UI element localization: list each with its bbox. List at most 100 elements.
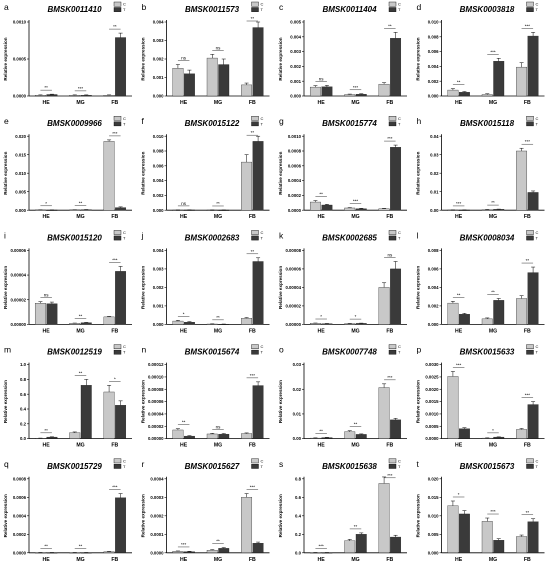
bar-T-HE (321, 437, 333, 439)
y-tick-label: 0.02 (430, 171, 439, 176)
y-tick-label: 0.0004 (150, 476, 164, 481)
chart-title: BMSK0011404 (322, 5, 377, 14)
x-tick-label: MG (214, 100, 222, 106)
x-tick-label: MG (76, 557, 84, 563)
significance-label: ** (79, 201, 83, 206)
y-tick-label: 0.000 (428, 94, 439, 99)
bar-C-HE (447, 89, 459, 97)
chart-title: BMSK0011410 (47, 5, 102, 14)
chart-panel-r: r BMSK0015627 Relative expression 0.0000 0.0… (141, 458, 270, 563)
y-tick-label: 0.003 (153, 38, 164, 43)
y-axis-label: Relative expression (278, 151, 283, 194)
legend-label-T: T (536, 121, 539, 126)
y-tick-label: 0.0002 (150, 513, 164, 518)
legend-label-C: C (261, 116, 264, 121)
legend-label-T: T (261, 7, 264, 12)
legend-label-T: T (536, 236, 539, 241)
bar-T-FB (527, 521, 539, 553)
panel-label: g (279, 116, 284, 126)
y-tick-label: 0.010 (153, 134, 164, 139)
bar-T-HE (458, 92, 470, 97)
chart-title: BMSK0012519 (47, 348, 102, 357)
x-tick-label: MG (214, 328, 222, 334)
bar-C-FB (241, 161, 253, 211)
legend-label-C: C (123, 2, 126, 7)
significance-label: *** (112, 257, 118, 262)
panel-label: r (142, 459, 145, 469)
legend-label-C: C (261, 230, 264, 235)
x-tick-label: FB (111, 214, 118, 220)
bar-C-FB (378, 387, 390, 439)
chart-panel-q: q BMSK0015729 Relative expression 0.0000 0.0… (3, 458, 132, 563)
significance-label: ** (182, 420, 186, 425)
bar-T-FB (252, 141, 264, 211)
chart-panel-a: a BMSK0011410 Relative expression 0.0000 0.0… (3, 2, 132, 106)
y-tick-label: 0.004 (428, 64, 439, 69)
y-tick-label: 0.00004 (10, 273, 26, 278)
y-tick-label: 0.0005 (425, 424, 439, 429)
y-tick-label: 0.003 (290, 49, 301, 54)
legend-label-C: C (123, 458, 126, 463)
legend-swatch-T (251, 7, 259, 12)
significance-label: ** (457, 80, 461, 85)
x-tick-label: HE (318, 214, 326, 220)
y-tick-label: 0.001 (153, 304, 164, 309)
bar-T-MG (218, 64, 230, 97)
bar-T-MG (218, 433, 230, 439)
y-tick-label: 0.00 (293, 436, 302, 441)
y-tick-label: 0.0002 (13, 532, 27, 537)
x-tick-label: FB (524, 557, 531, 563)
y-tick-label: 0.008 (428, 34, 439, 39)
x-tick-label: MG (351, 328, 359, 334)
y-tick-label: 0.020 (15, 134, 26, 139)
x-tick-label: FB (111, 328, 118, 334)
y-tick-label: 0.005 (15, 189, 26, 194)
significance-label: ** (526, 258, 530, 263)
chart-panel-l: l BMSK0008034 Relative expression 0.000 0.00… (416, 230, 545, 334)
legend-swatch-T (526, 121, 534, 127)
y-tick-label: 0.01 (430, 189, 439, 194)
chart-title: BMSK0003818 (460, 5, 515, 14)
y-axis-label: Relative expression (3, 151, 8, 194)
legend-label-T: T (398, 121, 401, 126)
panel-label: e (4, 116, 9, 126)
chart-title: BMSK0007748 (322, 348, 377, 357)
significance-label: * (458, 492, 460, 497)
bar-T-FB (390, 147, 402, 211)
bar-C-FB (241, 84, 253, 97)
chart-panel-s: s BMSK0015638 Relative expression 0.0 0.2 0.4… (278, 458, 407, 563)
x-tick-label: FB (386, 100, 393, 106)
legend-swatch-C (251, 344, 259, 350)
panel-label: a (4, 2, 9, 12)
y-tick-label: 0.0010 (425, 412, 439, 417)
bar-C-MG (481, 209, 493, 211)
legend-label-C: C (123, 344, 126, 349)
y-tick-label: 0.0 (295, 550, 302, 555)
bar-C-HE (309, 437, 321, 439)
x-tick-label: MG (351, 557, 359, 563)
bar-C-HE (172, 68, 184, 97)
bar-T-HE (183, 73, 195, 97)
x-tick-label: MG (214, 443, 222, 449)
bar-C-MG (206, 323, 218, 325)
y-tick-label: 0.00002 (148, 424, 164, 429)
legend-swatch-C (388, 115, 397, 121)
x-tick-label: FB (249, 328, 256, 334)
x-tick-label: HE (180, 443, 188, 449)
y-tick-label: 0.0006 (288, 163, 302, 168)
legend-swatch-C (113, 344, 122, 350)
legend-label-C: C (536, 344, 539, 349)
x-tick-label: FB (111, 557, 118, 563)
bar-T-FB (527, 35, 539, 97)
y-tick-label: 0.0008 (13, 476, 27, 481)
significance-label: ns (387, 253, 393, 258)
significance-label: ns (44, 293, 50, 298)
bar-T-MG (355, 94, 367, 97)
chart-panel-n: n BMSK0015674 Relative expression 0.00000 0.… (141, 344, 270, 449)
panel-label: p (417, 345, 422, 355)
bar-C-FB (516, 298, 528, 325)
legend-label-T: T (261, 236, 264, 241)
y-tick-label: 0.006 (428, 267, 439, 272)
bar-C-MG (69, 95, 81, 97)
x-tick-label: FB (111, 443, 118, 449)
